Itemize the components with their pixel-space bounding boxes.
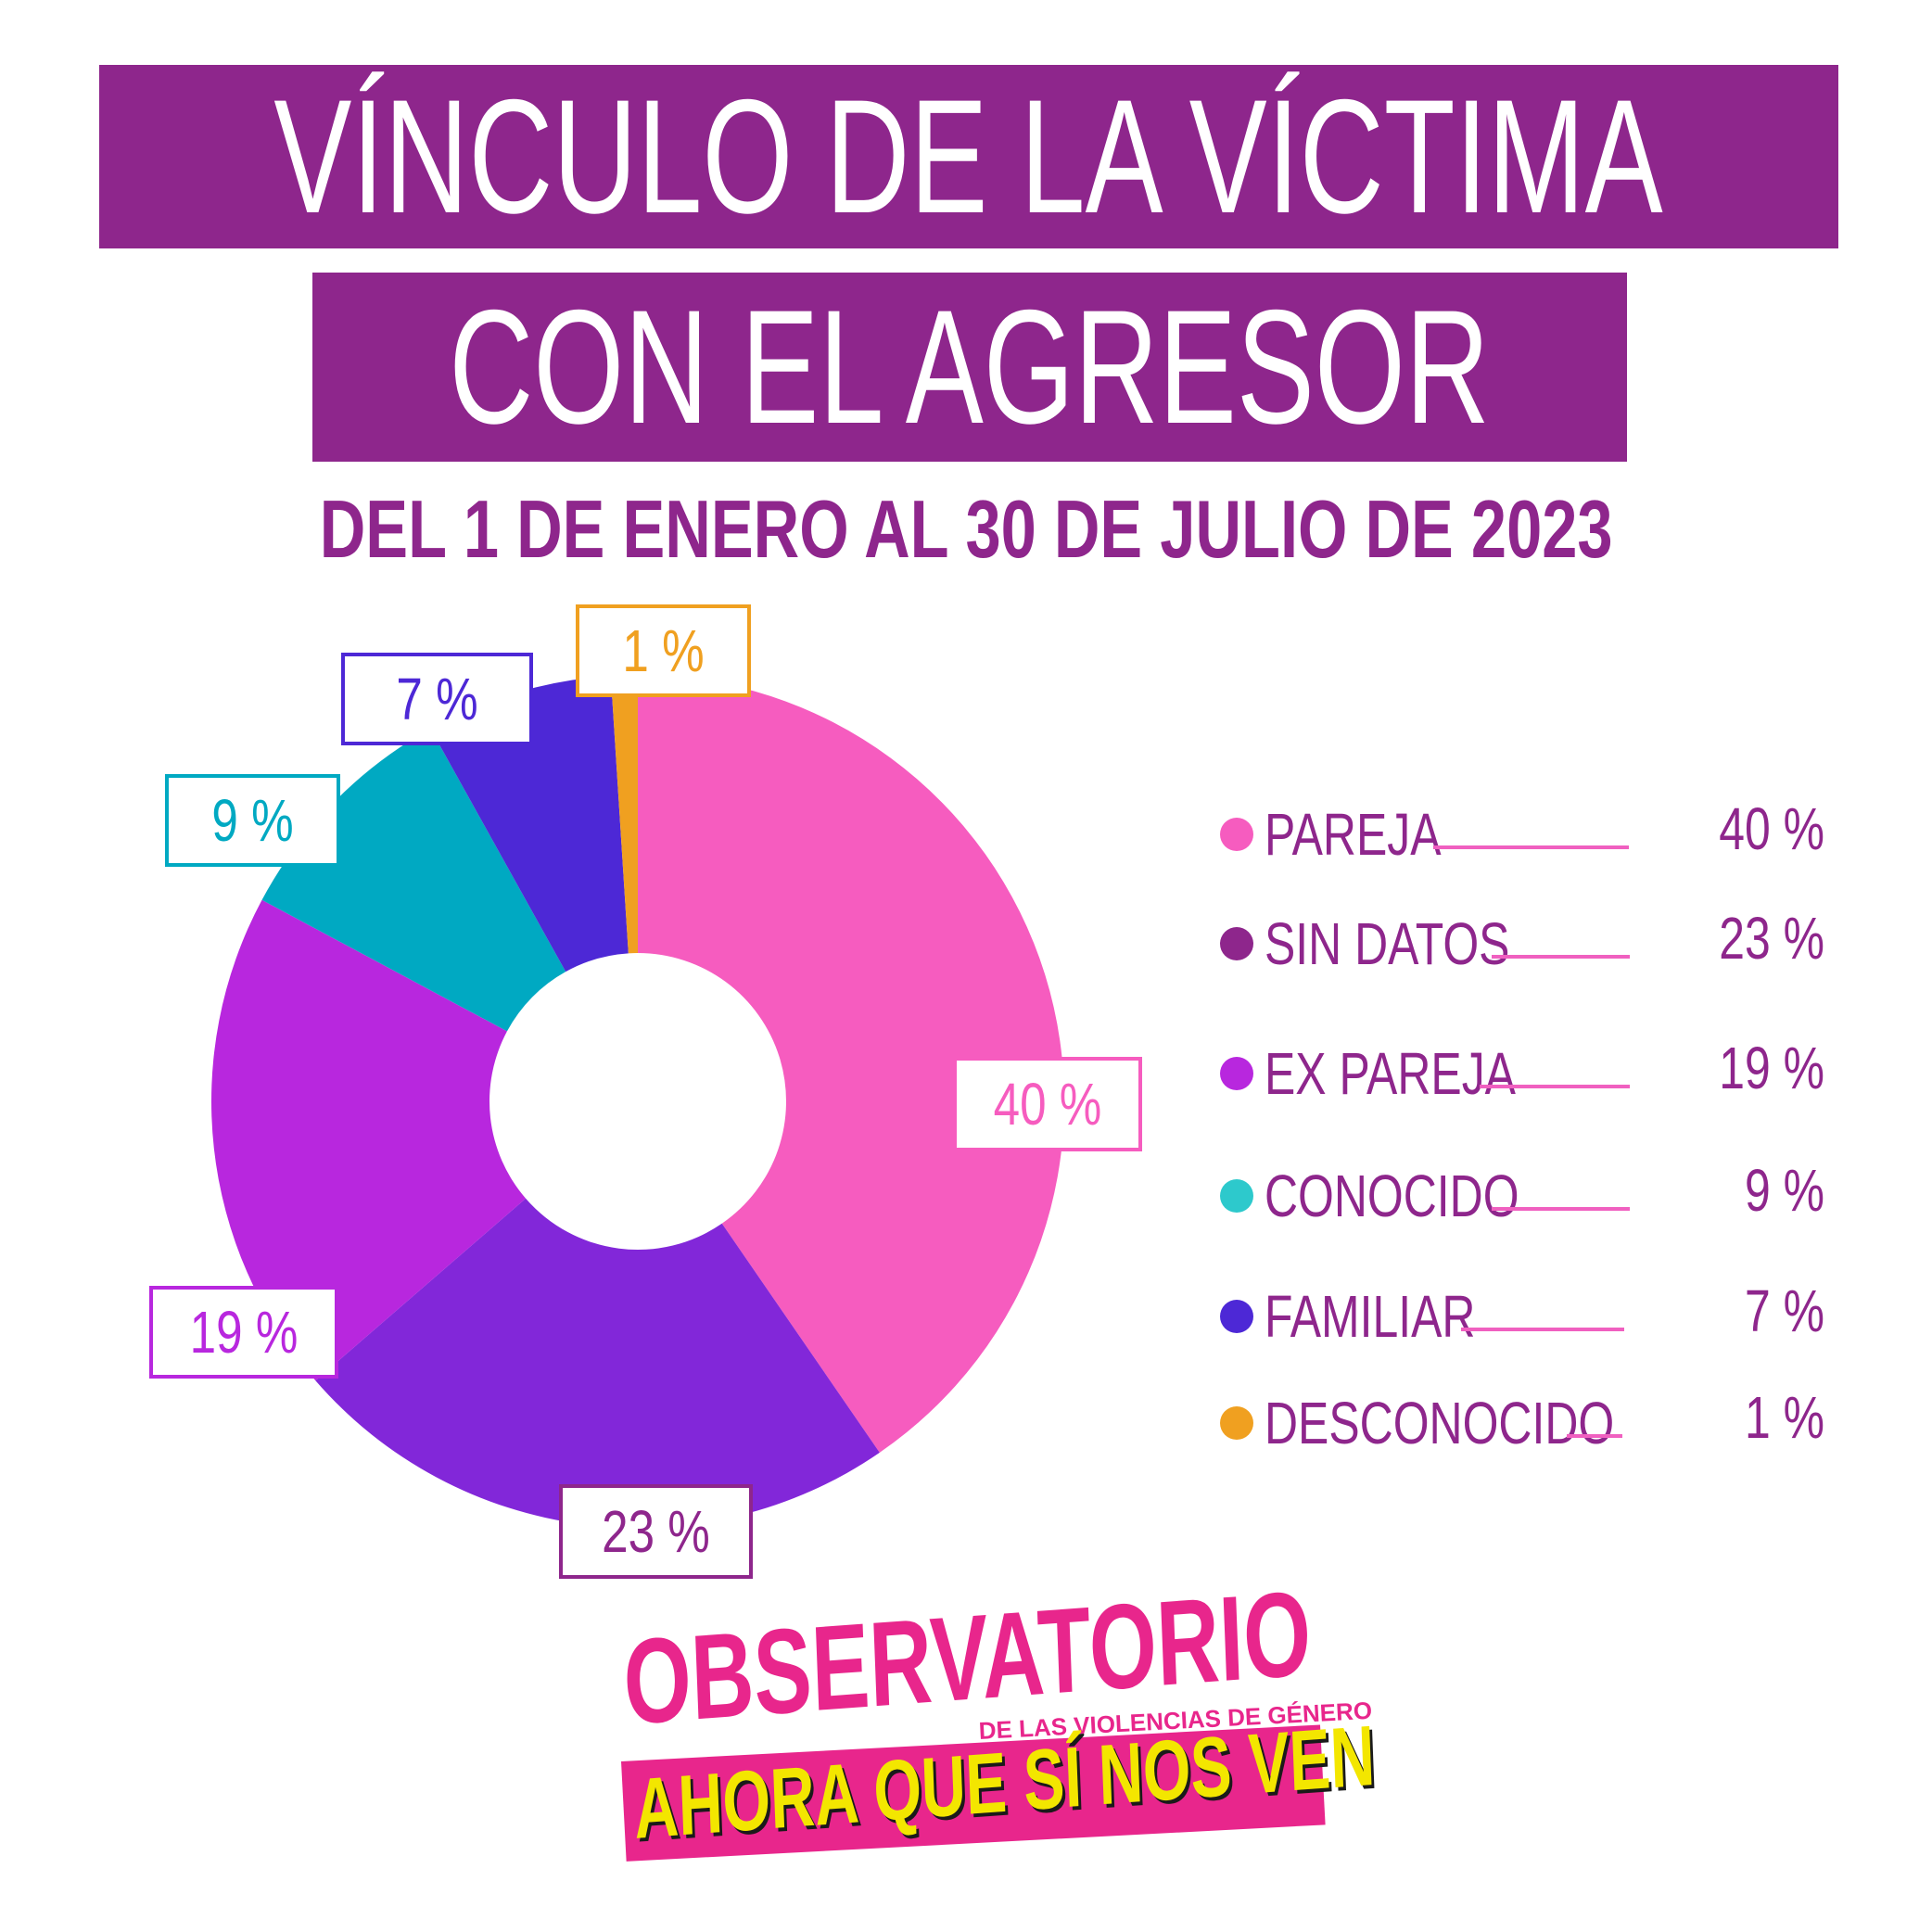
slice-pareja — [638, 675, 1064, 1453]
legend-dot — [1220, 818, 1253, 851]
data-label-ex-pareja: 19 % — [149, 1286, 338, 1379]
data-label-text: 40 % — [994, 1073, 1102, 1138]
legend-label: DESCONOCIDO — [1265, 1390, 1615, 1456]
legend-label: CONOCIDO — [1265, 1163, 1519, 1229]
legend-label: EX PAREJA — [1265, 1040, 1516, 1107]
title-line-1: VÍNCULO DE LA VÍCTIMA — [99, 65, 1838, 248]
legend-label: SIN DATOS — [1265, 910, 1510, 977]
legend-leader-line — [1433, 845, 1629, 849]
slice-sin-datos — [315, 1198, 880, 1528]
legend-value: 23 % — [1719, 905, 1824, 972]
legend-leader-line — [1492, 1207, 1630, 1211]
data-label-conocido: 9 % — [165, 774, 340, 867]
data-label-text: 9 % — [211, 789, 293, 855]
legend-value: 1 % — [1744, 1384, 1824, 1451]
data-label-sin-datos: 23 % — [559, 1484, 753, 1579]
data-label-desconocido: 1 % — [576, 604, 751, 697]
data-label-familiar: 7 % — [341, 653, 533, 745]
title-line-2: CON EL AGRESOR — [312, 273, 1627, 462]
data-label-text: 1 % — [622, 619, 704, 685]
legend-leader-line — [1492, 955, 1630, 959]
data-label-text: 19 % — [190, 1301, 299, 1366]
slice-desconocido — [610, 674, 638, 954]
legend-leader-line — [1567, 1434, 1622, 1438]
legend-dot — [1220, 927, 1253, 960]
legend-value: 19 % — [1719, 1035, 1824, 1101]
legend-dot — [1220, 1179, 1253, 1213]
legend-value: 7 % — [1744, 1277, 1824, 1344]
legend-leader-line — [1461, 1328, 1624, 1331]
legend-value: 40 % — [1719, 795, 1824, 862]
subtitle-date-range: DEL 1 DE ENERO AL 30 DE JULIO DE 2023 — [319, 483, 1613, 575]
legend-dot — [1220, 1057, 1253, 1090]
legend-leader-line — [1480, 1085, 1630, 1088]
legend-label: FAMILIAR — [1265, 1283, 1476, 1350]
legend-label: PAREJA — [1265, 801, 1442, 868]
data-label-text: 23 % — [602, 1500, 710, 1566]
data-label-text: 7 % — [396, 667, 477, 733]
legend-dot — [1220, 1406, 1253, 1440]
slice-familiar — [430, 675, 629, 972]
observatorio-logo: OBSERVATORIO DE LAS VIOLENCIAS DE GÉNERO… — [612, 1565, 1377, 1891]
data-label-pareja: 40 % — [953, 1057, 1142, 1151]
slice-ex-pareja — [210, 899, 527, 1381]
legend-value: 9 % — [1744, 1157, 1824, 1224]
legend-dot — [1220, 1300, 1253, 1333]
